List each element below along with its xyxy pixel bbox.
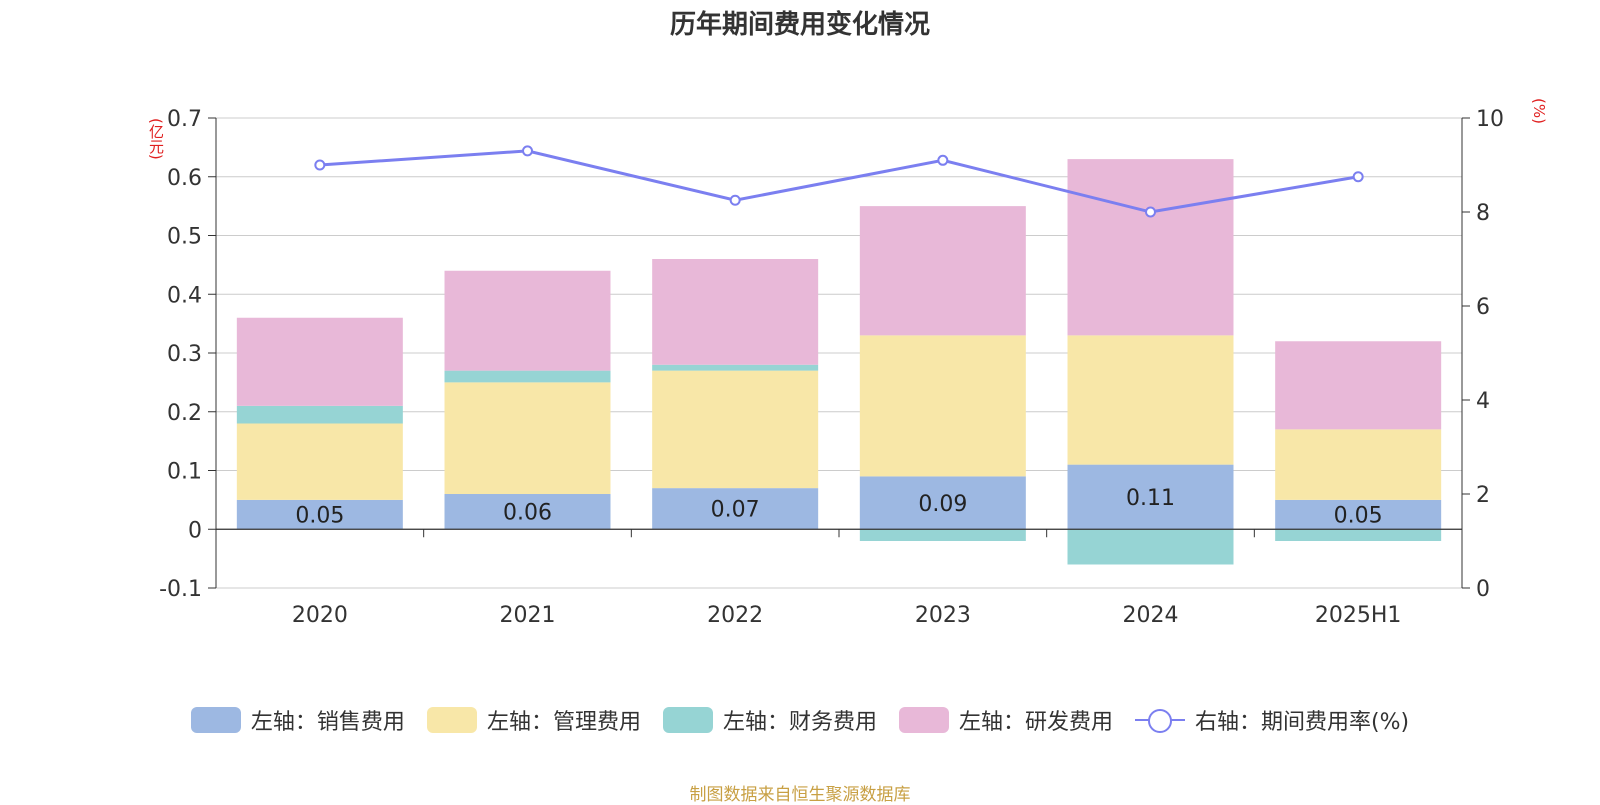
left-axis-tick-label: -0.1 (159, 577, 202, 602)
expense-rate-line (319, 149, 1359, 214)
bar-segment-1-2020 (236, 423, 403, 500)
bar-data-label: 0.05 (295, 504, 344, 529)
right-axis-tick-label: 0 (1476, 577, 1490, 602)
x-axis-tick-label: 2020 (292, 603, 348, 628)
left-axis-tick-label: 0.1 (167, 460, 202, 485)
bar-segment-1-2023 (859, 335, 1026, 477)
bar-data-label: 0.05 (1334, 504, 1383, 529)
bar-segment-0-2024 (1067, 464, 1234, 530)
legend-item-admin[interactable]: 左轴：管理费用 (426, 704, 641, 736)
left-axis-tick-label: 0.6 (167, 166, 202, 191)
expense-rate-point-2024 (1145, 206, 1156, 218)
bar-segment-0-2023 (859, 476, 1026, 530)
bar-segment-2-2022 (652, 364, 819, 371)
legend-label-expense-rate: 右轴：期间费用率(%) (1194, 710, 1410, 735)
bar-segment-3-2023 (859, 206, 1026, 336)
bar-segment-0-2020 (236, 499, 403, 530)
legend: 左轴：销售费用 左轴：管理费用 左轴：财务费用 左轴：研发费用 .line-sw… (0, 704, 1600, 736)
bar-segment-1-2024 (1067, 335, 1234, 465)
bar-segment-2-2025H1 (1275, 529, 1442, 541)
bar-segment-0-2025H1 (1275, 499, 1442, 530)
expense-rate-point-2020 (314, 159, 326, 171)
right-axis-tick-label: 2 (1476, 483, 1490, 508)
bar-segment-2-2023 (859, 529, 1026, 541)
x-axis-tick-label: 2021 (500, 603, 556, 628)
legend-swatch-sales (190, 707, 241, 733)
legend-label-sales: 左轴：销售费用 (250, 710, 405, 735)
right-axis-tick-label: 8 (1476, 201, 1490, 226)
left-axis-tick-label: 0.2 (167, 401, 202, 426)
right-axis-unit: (%) (1530, 98, 1548, 124)
bar-segment-3-2024 (1067, 159, 1234, 336)
expense-rate-point-2025H1 (1352, 171, 1364, 183)
legend-line-icon: .line-swatch::before{background:#7b7ff0;… (1134, 707, 1185, 733)
bar-segment-2-2021 (444, 370, 611, 383)
legend-swatch-finance (662, 707, 713, 733)
legend-item-rnd[interactable]: 左轴：研发费用 (898, 704, 1113, 736)
expense-rate-point-2023 (937, 154, 949, 166)
bar-data-label: 0.09 (918, 492, 967, 517)
left-axis-unit: (亿元) (147, 118, 165, 160)
bar-segment-2-2020 (236, 405, 403, 424)
expense-rate-point-2021 (522, 145, 533, 157)
legend-item-expense-rate[interactable]: .line-swatch::before{background:#7b7ff0;… (1134, 704, 1410, 736)
right-axis-tick-label: 10 (1476, 107, 1504, 132)
left-axis-tick-label: 0.3 (167, 342, 202, 367)
left-axis-tick-label: 0.7 (167, 107, 202, 132)
bar-data-label: 0.07 (711, 498, 760, 523)
chart-title: 历年期间费用变化情况 (669, 10, 930, 40)
bar-data-label: 0.11 (1126, 486, 1175, 511)
bar-segment-1-2022 (652, 370, 819, 489)
bar-segment-1-2021 (444, 382, 611, 494)
source-note: 制图数据来自恒生聚源数据库 (689, 785, 911, 805)
bar-segment-1-2025H1 (1275, 429, 1442, 500)
legend-label-finance: 左轴：财务费用 (722, 710, 877, 735)
legend-swatch-admin (426, 707, 477, 733)
bar-segment-3-2021 (444, 270, 611, 371)
bar-segment-3-2022 (652, 259, 819, 365)
left-axis-tick-label: 0.4 (167, 283, 202, 308)
left-axis-tick-label: 0 (188, 518, 202, 543)
x-axis-tick-label: 2025H1 (1315, 603, 1402, 628)
bar-segment-0-2021 (444, 494, 611, 530)
right-axis-tick-label: 4 (1476, 389, 1490, 414)
bar-segment-3-2020 (236, 317, 403, 406)
x-axis-tick-label: 2023 (915, 603, 971, 628)
bar-segment-2-2024 (1067, 529, 1234, 565)
legend-item-sales[interactable]: 左轴：销售费用 (190, 704, 405, 736)
left-axis-tick-label: 0.5 (167, 225, 202, 250)
bar-segment-3-2025H1 (1275, 341, 1442, 430)
x-axis-tick-label: 2022 (707, 603, 763, 628)
bar-segment-0-2022 (652, 488, 819, 530)
legend-swatch-rnd (898, 707, 949, 733)
right-axis-tick-label: 6 (1476, 295, 1490, 320)
legend-label-rnd: 左轴：研发费用 (958, 710, 1113, 735)
legend-label-admin: 左轴：管理费用 (486, 710, 641, 735)
bar-data-label: 0.06 (503, 501, 552, 526)
legend-item-finance[interactable]: 左轴：财务费用 (662, 704, 877, 736)
expense-rate-point-2022 (729, 194, 741, 206)
x-axis-tick-label: 2024 (1123, 603, 1179, 628)
